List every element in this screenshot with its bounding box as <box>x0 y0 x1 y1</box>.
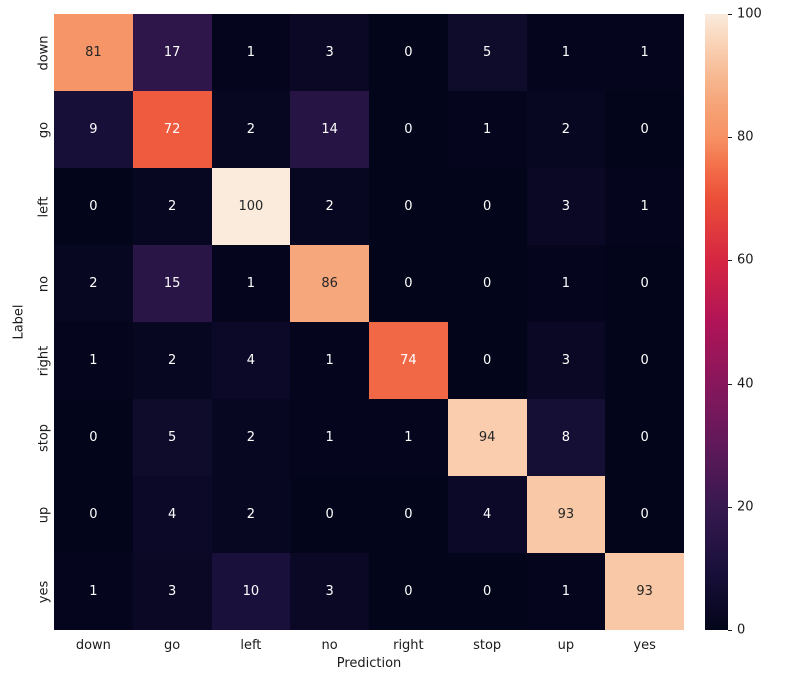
heatmap-cell: 2 <box>132 322 212 399</box>
heatmap-cell: 1 <box>369 399 448 476</box>
colorbar-tick-mark <box>728 260 732 262</box>
heatmap-cell: 94 <box>447 399 527 476</box>
y-ticklabel: go <box>36 121 52 138</box>
colorbar-ticklabel: 40 <box>737 376 754 392</box>
heatmap-cell: 1 <box>447 91 527 168</box>
y-ticklabel: no <box>36 275 52 292</box>
heatmap-cell: 2 <box>211 476 291 553</box>
colorbar-tick-mark <box>728 14 732 15</box>
heatmap-cell: 5 <box>132 399 212 476</box>
heatmap-cell: 4 <box>132 476 212 553</box>
heatmap-cell: 1 <box>526 14 606 91</box>
heatmap-cell: 0 <box>369 245 448 322</box>
heatmap-cell: 8 <box>526 399 606 476</box>
colorbar-tick-mark <box>728 137 732 139</box>
heatmap-cell: 0 <box>290 476 369 553</box>
heatmap-cell: 0 <box>605 399 684 476</box>
heatmap-cell: 0 <box>605 245 684 322</box>
colorbar-ticklabel: 0 <box>737 622 746 638</box>
heatmap-cell: 1 <box>526 553 606 630</box>
heatmap-cell: 1 <box>605 168 684 245</box>
heatmap-cell: 1 <box>290 322 369 399</box>
heatmap-cell: 2 <box>290 168 369 245</box>
heatmap-cell: 1 <box>605 14 684 91</box>
y-axis-label: Label <box>11 304 27 340</box>
heatmap-cell: 3 <box>526 168 606 245</box>
colorbar-ticklabel: 20 <box>737 499 754 515</box>
heatmap-cell: 2 <box>54 245 133 322</box>
heatmap-cell: 17 <box>132 14 212 91</box>
heatmap-cell: 0 <box>447 245 527 322</box>
heatmap-cell: 0 <box>54 399 133 476</box>
heatmap-cell: 0 <box>605 322 684 399</box>
heatmap-cell: 2 <box>211 91 291 168</box>
heatmap-cell: 3 <box>290 553 369 630</box>
heatmap-grid: 81 17 1 3 0 5 1 1 9 72 2 14 0 1 2 0 0 2 100 2 0 0 3 1 2 15 1 86 0 0 1 0… <box>54 14 684 630</box>
y-ticklabel: down <box>36 34 52 71</box>
heatmap-cell: 10 <box>211 553 291 630</box>
heatmap-cell: 3 <box>132 553 212 630</box>
heatmap-cell: 0 <box>54 168 133 245</box>
heatmap-cell: 0 <box>369 168 448 245</box>
x-ticklabel: up <box>557 638 575 653</box>
x-ticklabel: yes <box>633 638 656 653</box>
heatmap-cell: 4 <box>211 322 291 399</box>
heatmap-cell: 1 <box>54 553 133 630</box>
heatmap-cell: 93 <box>605 553 684 630</box>
heatmap-cell: 0 <box>369 14 448 91</box>
heatmap-cell: 100 <box>211 168 291 245</box>
heatmap-cell: 0 <box>369 91 448 168</box>
heatmap-cell: 93 <box>526 476 606 553</box>
heatmap-cell: 1 <box>526 245 606 322</box>
heatmap-cell: 9 <box>54 91 133 168</box>
colorbar-tick-mark <box>728 630 732 631</box>
colorbar-tick-mark <box>728 383 732 385</box>
x-ticklabel: stop <box>473 638 502 653</box>
heatmap-cell: 3 <box>526 322 606 399</box>
x-ticklabel: go <box>164 638 181 653</box>
heatmap-cell: 81 <box>54 14 133 91</box>
x-ticklabel: no <box>321 638 338 653</box>
heatmap-cell: 72 <box>132 91 212 168</box>
heatmap-cell: 2 <box>526 91 606 168</box>
heatmap-cell: 74 <box>369 322 448 399</box>
heatmap-cell: 0 <box>369 476 448 553</box>
heatmap-cell: 1 <box>211 245 291 322</box>
heatmap-cell: 0 <box>605 476 684 553</box>
heatmap-cell: 0 <box>369 553 448 630</box>
heatmap-cell: 0 <box>605 91 684 168</box>
heatmap-cell: 86 <box>290 245 369 322</box>
heatmap-cell: 4 <box>447 476 527 553</box>
colorbar-ticklabel: 100 <box>737 6 762 22</box>
colorbar <box>705 14 728 630</box>
heatmap-cell: 2 <box>211 399 291 476</box>
heatmap-cell: 0 <box>54 476 133 553</box>
colorbar-tick-mark <box>728 506 732 508</box>
y-ticklabel: yes <box>36 580 52 603</box>
y-ticklabel: right <box>36 345 52 376</box>
heatmap-cell: 15 <box>132 245 212 322</box>
x-ticklabel: down <box>75 638 111 653</box>
y-ticklabel: left <box>36 195 52 218</box>
x-ticklabel: left <box>240 638 262 653</box>
x-ticklabel: right <box>393 638 424 653</box>
heatmap-cell: 2 <box>132 168 212 245</box>
heatmap-cell: 0 <box>447 322 527 399</box>
colorbar-ticklabel: 60 <box>737 252 754 268</box>
colorbar-ticklabel: 80 <box>737 129 754 145</box>
heatmap-cell: 5 <box>447 14 527 91</box>
x-axis-label: Prediction <box>336 656 402 671</box>
heatmap-cell: 1 <box>290 399 369 476</box>
heatmap-cell: 1 <box>54 322 133 399</box>
y-ticklabel: stop <box>36 423 52 452</box>
heatmap-cell: 3 <box>290 14 369 91</box>
heatmap-cell: 0 <box>447 168 527 245</box>
heatmap-cell: 0 <box>447 553 527 630</box>
heatmap-cell: 1 <box>211 14 291 91</box>
y-ticklabel: up <box>36 506 52 523</box>
heatmap-cell: 14 <box>290 91 369 168</box>
